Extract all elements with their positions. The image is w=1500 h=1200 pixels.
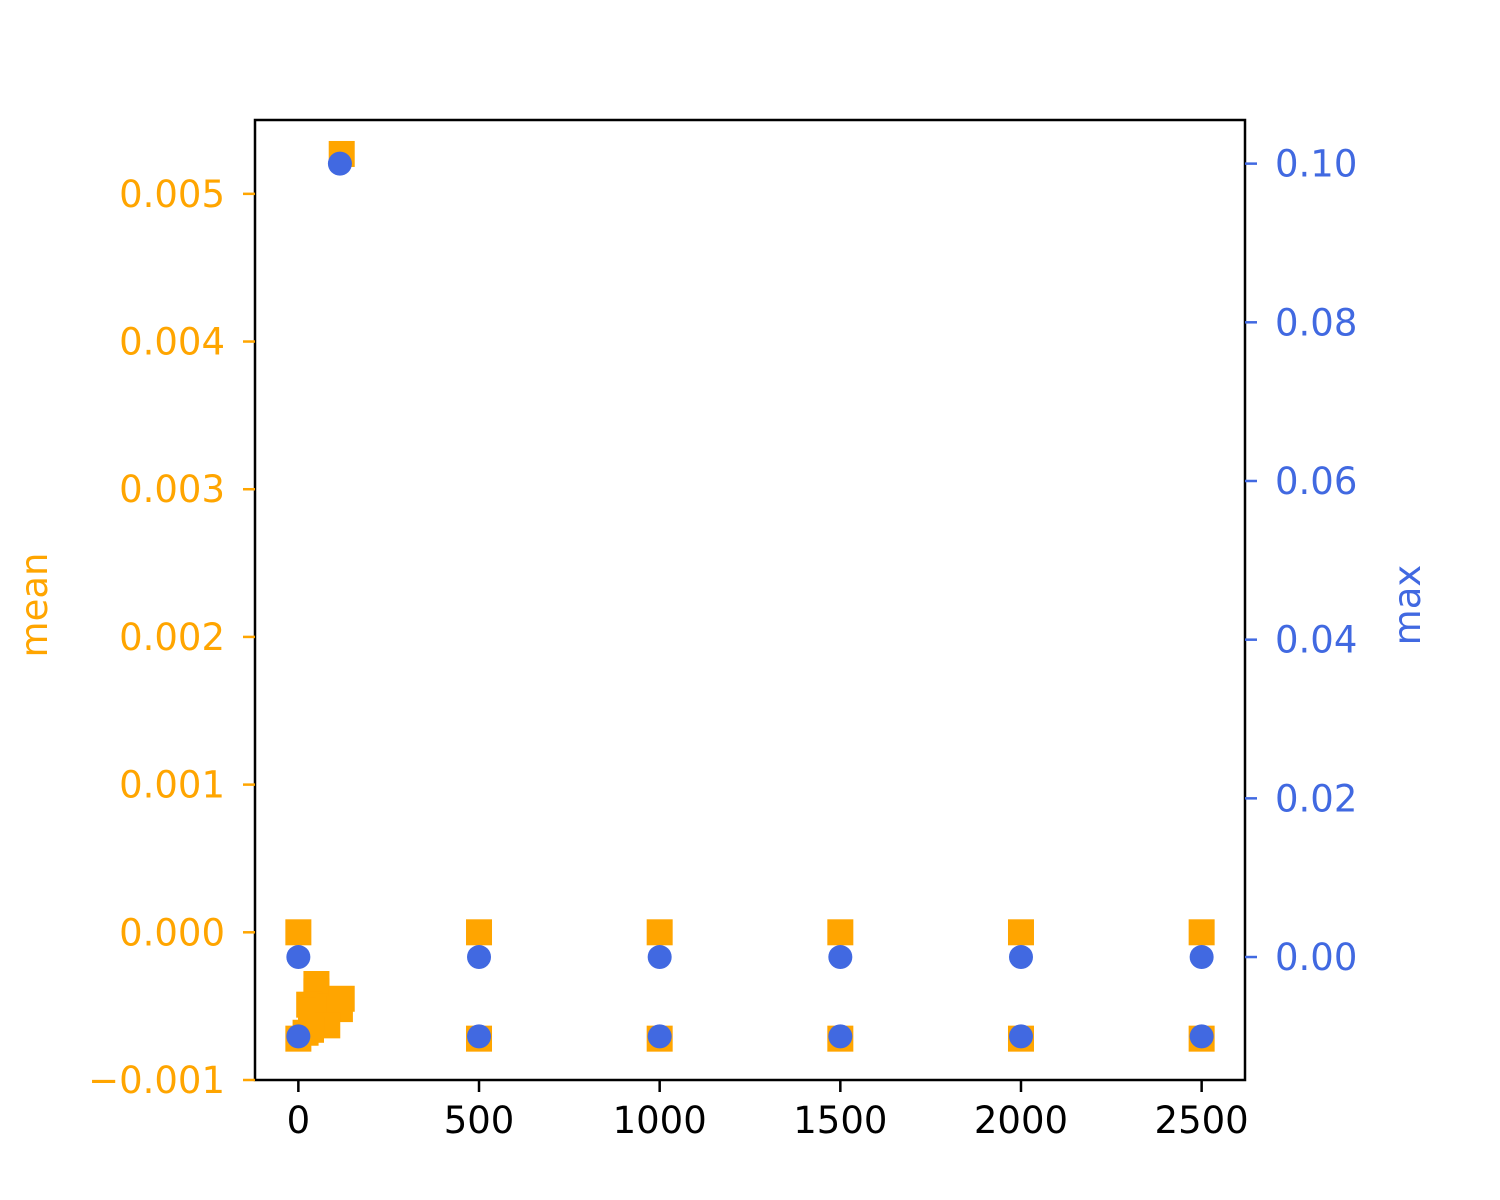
y-right-tick-label: 0.04 [1275,619,1357,662]
x-tick-label: 1500 [793,1099,887,1142]
data-point-max [1008,945,1033,970]
data-point-max [327,151,352,176]
data-point-mean [646,919,673,946]
y-left-tick-label: 0.001 [119,764,225,807]
axes-group: 0 500 1000 1500 2000 2500 −0.001 0.000 0.001 0.00… [88,143,1357,1142]
data-point-mean [827,919,854,946]
y-left-tick-label: −0.001 [88,1059,225,1102]
plot-frame [253,118,1247,1082]
data-point-max [286,1024,311,1049]
data-point-max [647,945,672,970]
y-right-tick-label: 0.06 [1275,460,1357,503]
y-axis-left-title: mean [13,553,56,658]
data-point-max [286,945,311,970]
y-right-tick-label: 0.02 [1275,777,1357,820]
data-point-mean [466,919,493,946]
y-right-tick-label: 0.08 [1275,301,1357,344]
data-point-max [1189,945,1214,970]
x-tick-label: 500 [444,1099,515,1142]
x-tick-label: 1000 [613,1099,707,1142]
series-max [286,151,1214,1049]
y-axis-right-title: max [1386,565,1429,646]
x-tick-label: 0 [287,1099,311,1142]
y-right-tick-label: 0.00 [1275,936,1357,979]
plot-area [285,140,1215,1052]
y-left-tick-label: 0.000 [119,911,225,954]
data-point-mean [285,919,312,946]
data-point-max [647,1024,672,1049]
y-left-tick-label: 0.005 [119,173,225,216]
data-point-max [467,945,492,970]
x-tick-label: 2500 [1155,1099,1249,1142]
data-point-mean [1007,919,1034,946]
data-point-max [1008,1024,1033,1049]
x-tick-label: 2000 [974,1099,1068,1142]
y-left-tick-label: 0.003 [119,468,225,511]
data-point-max [467,1024,492,1049]
data-point-max [828,945,853,970]
data-point-max [828,1024,853,1049]
y-left-tick-label: 0.002 [119,616,225,659]
data-point-max [1189,1024,1214,1049]
y-left-tick-label: 0.004 [119,321,225,364]
y-right-tick-label: 0.10 [1275,143,1357,186]
data-point-mean [1188,919,1215,946]
